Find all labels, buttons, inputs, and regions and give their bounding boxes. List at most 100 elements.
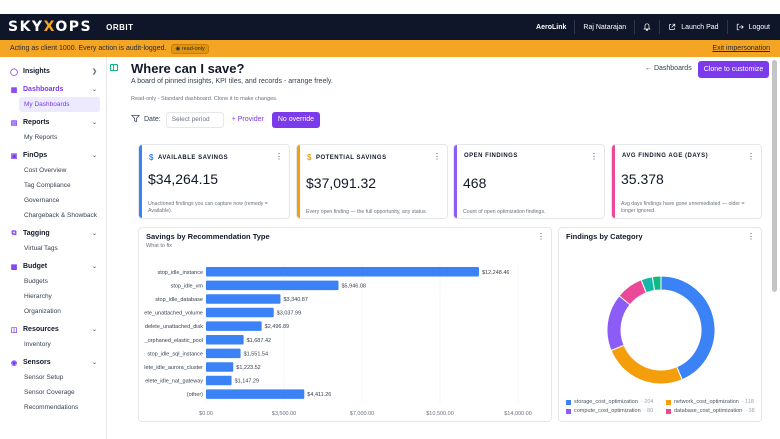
y-category-label: _orphaned_elastic_pool (144, 338, 203, 344)
sidebar-item-sensor-setup[interactable]: Sensor Setup (24, 374, 64, 381)
exit-impersonation-link[interactable]: Exit impersonation (712, 45, 770, 52)
kpi-value: 468 (463, 175, 487, 191)
page-title: Where can I save? (131, 61, 245, 76)
sidebar-item-inventory[interactable]: Inventory (24, 341, 51, 348)
kpi-card-open-findings[interactable]: OPEN FINDINGS ⋮ 468 Count of open optimi… (453, 144, 605, 219)
sidebar-group-sensors[interactable]: ◉ Sensors ⌄ (0, 355, 106, 370)
y-category-label: stop_idle_instance (157, 270, 203, 276)
donut-slice (606, 295, 631, 352)
bar-value-label: $5,946.08 (342, 283, 366, 289)
kpi-title: OPEN FINDINGS (464, 153, 518, 159)
legend-item[interactable]: database_cost_optimization · 38 (666, 408, 755, 414)
sidebar-item-budgets[interactable]: Budgets (24, 278, 48, 285)
bar-value-label: $1,551.54 (244, 351, 268, 357)
y-category-label: stop_idle_vm (171, 283, 204, 289)
logo-part-b: OPS (55, 19, 93, 35)
chevron-down-icon: ⌄ (91, 327, 97, 333)
sensor-icon: ◉ (10, 359, 18, 367)
sidebar-item-tag-compliance[interactable]: Tag Compliance (24, 182, 71, 189)
notifications-button[interactable] (643, 23, 651, 31)
finops-icon: ▣ (10, 152, 18, 160)
read-only-badge: ◉ read-only (171, 43, 209, 54)
kpi-card-available-savings[interactable]: $ AVAILABLE SAVINGS ⋮ $34,264.15 Unaction… (138, 144, 290, 219)
kpi-title: $ POTENTIAL SAVINGS (307, 153, 387, 162)
sidebar-item-cost-overview[interactable]: Cost Overview (24, 167, 67, 174)
more-menu-icon[interactable]: ⋮ (590, 152, 598, 161)
legend-item[interactable]: network_cost_optimization · 118 (666, 399, 754, 405)
no-override-button[interactable]: No override (271, 111, 321, 128)
budget-icon: ▩ (10, 263, 18, 271)
brand-logo[interactable]: SKYXOPS (8, 19, 92, 35)
divider (726, 20, 728, 34)
bar (206, 362, 234, 372)
sidebar-item-organization[interactable]: Organization (24, 308, 61, 315)
sidebar-item-my-dashboards[interactable]: My Dashboards (19, 97, 100, 112)
more-menu-icon[interactable]: ⋮ (747, 152, 755, 161)
org-name[interactable]: AeroLink (536, 23, 567, 31)
kpi-value: $34,264.15 (148, 171, 219, 187)
more-menu-icon[interactable]: ⋮ (433, 152, 441, 161)
legend-label: compute_cost_optimization (574, 408, 641, 414)
bell-icon (643, 23, 651, 31)
sidebar-group-insights[interactable]: ◯ Insights ❯ (0, 64, 106, 79)
panel-title: Findings by Category (566, 232, 643, 241)
period-select[interactable]: Select period (165, 111, 224, 128)
x-tick-label: $14,000.00 (504, 411, 532, 417)
sidebar-group-resources[interactable]: ◫ Resources ⌄ (0, 322, 106, 337)
sidebar-toggle-icon[interactable] (110, 64, 118, 71)
kpi-title-label: OPEN FINDINGS (464, 153, 518, 159)
savings-bar-chart: $0.00 $3,500.00 $7,000.00 $10,500.00 $14,000… (144, 263, 532, 417)
sidebar-group-label: Insights (23, 68, 50, 75)
sidebar-item-virtual-tags[interactable]: Virtual Tags (24, 245, 58, 252)
back-to-dashboards-link[interactable]: ← Dashboards (645, 65, 692, 72)
user-name[interactable]: Raj Natarajan (583, 23, 627, 31)
kpi-note: Count of open optimization findings. (463, 209, 546, 215)
bar-value-label: $1,687.42 (247, 338, 271, 344)
more-menu-icon[interactable]: ⋮ (275, 152, 283, 161)
kpi-card-avg-finding-age[interactable]: AVG FINDING AGE (DAYS) ⋮ 35.378 Avg days… (611, 144, 762, 219)
launch-pad-button[interactable]: Launch Pad (668, 23, 719, 31)
sidebar-item-sensor-coverage[interactable]: Sensor Coverage (24, 389, 75, 396)
sidebar-group-finops[interactable]: ▣ FinOps ⌄ (0, 148, 106, 163)
legend-swatch (666, 408, 671, 414)
sidebar-item-recommendations[interactable]: Recommendations (24, 404, 79, 411)
bar-value-label: $1,223.52 (236, 365, 260, 371)
chevron-down-icon: ⌄ (91, 231, 97, 237)
filter-bar: Date: Select period + Provider No overri… (131, 111, 321, 128)
page-scrollbar[interactable] (772, 60, 777, 292)
sidebar-group-dashboards[interactable]: ▦ Dashboards ⌄ (0, 82, 106, 97)
logo-part-x: X (43, 19, 56, 35)
sidebar-group-label: Budget (23, 263, 48, 270)
x-tick-label: $7,000.00 (350, 411, 374, 417)
add-provider-button[interactable]: + Provider (231, 116, 264, 123)
y-category-label: ete_unattached_volume (144, 311, 203, 317)
product-name: ORBIT (106, 22, 134, 32)
x-tick-label: $0.00 (199, 411, 213, 417)
kpi-card-potential-savings[interactable]: $ POTENTIAL SAVINGS ⋮ $37,091.32 Every op… (296, 144, 448, 219)
sidebar-group-label: Tagging (23, 230, 50, 237)
legend-item[interactable]: compute_cost_optimization · 80 (566, 408, 653, 414)
y-category-label: stop_idle_sql_instance (147, 351, 203, 357)
eye-icon: ◉ (175, 45, 182, 52)
bar (206, 375, 232, 386)
chevron-down-icon: ⌄ (91, 360, 97, 366)
sidebar-group-tagging[interactable]: ⧉ Tagging ⌄ (0, 226, 106, 241)
kpi-note: Avg days findings have gone unremediated… (621, 201, 745, 215)
legend-swatch (666, 399, 671, 405)
sidebar-group-reports[interactable]: ▤ Reports ⌄ (0, 115, 106, 130)
logout-button[interactable]: Logout (736, 23, 770, 31)
clone-to-customize-button[interactable]: Clone to customize (698, 61, 769, 78)
sidebar-item-hierarchy[interactable]: Hierarchy (24, 293, 52, 300)
divider (574, 20, 576, 34)
legend-item[interactable]: storage_cost_optimization · 204 (566, 399, 653, 405)
more-menu-icon[interactable]: ⋮ (747, 232, 755, 241)
more-menu-icon[interactable]: ⋮ (537, 232, 545, 241)
reports-icon: ▤ (10, 119, 18, 127)
y-category-label: (other) (187, 392, 203, 398)
insights-icon: ◯ (10, 68, 18, 76)
kpi-value: $37,091.32 (306, 175, 377, 191)
sidebar-group-budget[interactable]: ▩ Budget ⌄ (0, 259, 106, 274)
sidebar-item-chargeback[interactable]: Chargeback & Showback (24, 212, 97, 219)
sidebar-item-governance[interactable]: Governance (24, 197, 60, 204)
sidebar-item-my-reports[interactable]: My Reports (24, 134, 58, 141)
